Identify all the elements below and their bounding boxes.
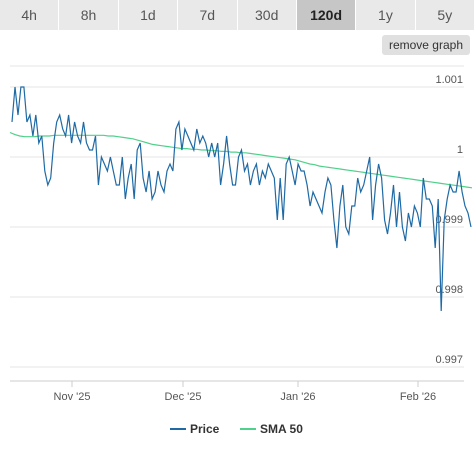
tab-30d[interactable]: 30d xyxy=(237,0,297,30)
series-lines xyxy=(9,86,473,312)
price-line xyxy=(11,86,472,312)
price-chart: 0.997 0.998 0.999 1 1.001 Nov '25 Dec '25 Jan '… xyxy=(9,65,473,436)
axes: 0.997 0.998 0.999 1 1.001 Nov '25 Dec '25 Jan '… xyxy=(10,74,464,403)
y-tick-label: 0.999 xyxy=(435,214,463,226)
x-tick-label: Dec '25 xyxy=(165,391,202,403)
tab-8h[interactable]: 8h xyxy=(59,0,119,30)
y-tick-label: 1 xyxy=(457,144,463,156)
legend: Price SMA 50 xyxy=(170,422,303,436)
tab-4h[interactable]: 4h xyxy=(0,0,60,30)
legend-price-label[interactable]: Price xyxy=(190,422,220,436)
x-tick-label: Jan '26 xyxy=(280,391,315,403)
legend-sma-label[interactable]: SMA 50 xyxy=(260,422,303,436)
tab-7d[interactable]: 7d xyxy=(178,0,238,30)
x-tick-label: Nov '25 xyxy=(54,391,91,403)
y-tick-label: 1.001 xyxy=(435,74,463,86)
grid-lines xyxy=(10,65,464,368)
range-tabs: 4h 8h 1d 7d 30d 120d 1y 5y xyxy=(0,0,474,30)
tab-120d[interactable]: 120d xyxy=(296,0,357,30)
tab-1d[interactable]: 1d xyxy=(118,0,179,30)
sma-50-line xyxy=(9,131,473,189)
x-tick-label: Feb '26 xyxy=(400,391,436,403)
y-tick-label: 0.998 xyxy=(435,284,463,296)
tab-5y[interactable]: 5y xyxy=(415,0,474,30)
y-tick-label: 0.997 xyxy=(435,354,463,366)
remove-graph-button[interactable]: remove graph xyxy=(381,35,470,55)
tab-1y[interactable]: 1y xyxy=(356,0,416,30)
